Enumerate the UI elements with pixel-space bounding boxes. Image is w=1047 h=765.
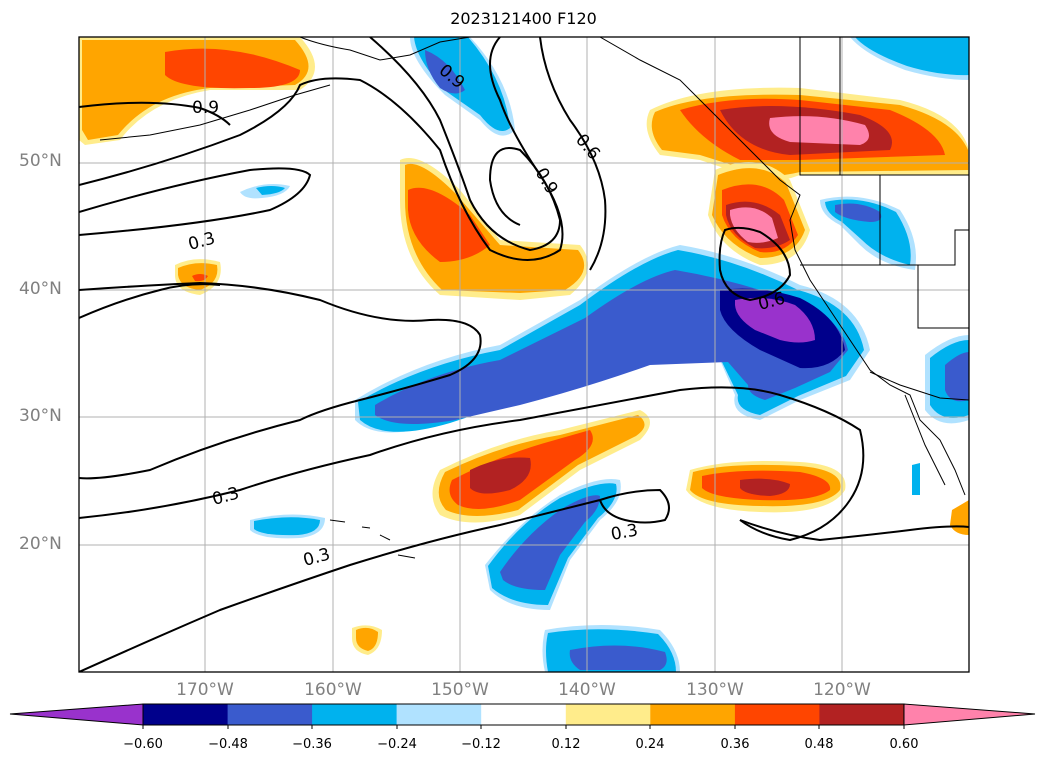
- lat-label: 20°N: [19, 534, 62, 554]
- lat-label: 30°N: [19, 406, 62, 426]
- colorbar-tick: −0.48: [208, 737, 248, 752]
- contour-label: 0.9: [192, 98, 219, 118]
- contour-lines: [79, 37, 969, 672]
- map-plot: 0.9 0.9 0.9 0.6 0.3 0.6 0.3 0.3 0.3: [78, 36, 970, 673]
- lon-label: 170°W: [176, 680, 234, 700]
- border-canada: [799, 37, 969, 176]
- colorbar-tick: 0.12: [551, 737, 581, 752]
- map-graticule: [79, 37, 969, 672]
- colorbar-tick: 0.36: [720, 737, 750, 752]
- lon-label: 140°W: [558, 680, 616, 700]
- negative-field-ne: [240, 37, 969, 495]
- lon-label: 160°W: [304, 680, 362, 700]
- lat-label: 40°N: [19, 279, 62, 299]
- positive-field-bering: [79, 37, 315, 145]
- colorbar-segment: [650, 704, 736, 725]
- colorbar-tick: −0.36: [292, 737, 332, 752]
- map-frame: [78, 36, 970, 673]
- colorbar-segment: [227, 704, 313, 725]
- positive-field-subtropics: [432, 410, 650, 523]
- colorbar-tick: 0.24: [635, 737, 665, 752]
- map-title: 2023121400 F120: [450, 9, 597, 28]
- colorbar-tick: 0.60: [889, 737, 919, 752]
- positive-field-gulf: [400, 158, 588, 300]
- lon-label: 120°W: [813, 680, 871, 700]
- colorbar-segment: [312, 704, 398, 725]
- colorbar-tick: −0.60: [123, 737, 163, 752]
- colorbar-segment: [819, 704, 905, 725]
- colorbar-segment: [481, 704, 567, 725]
- colorbar-extend-outline: [9, 703, 1036, 726]
- colorbar-segment: [734, 704, 820, 725]
- contour-label: 0.3: [609, 521, 639, 545]
- lon-label: 130°W: [686, 680, 744, 700]
- colorbar-segment: [143, 704, 228, 725]
- lat-label: 50°N: [19, 151, 62, 171]
- colorbar-ticklines: [142, 725, 905, 729]
- negative-field-alaska: [410, 37, 515, 136]
- colorbar-extend-right: [903, 704, 1035, 725]
- colorbar-segment: [565, 704, 651, 725]
- colorbar-segments: [10, 703, 1035, 726]
- positive-field-oregon: [708, 162, 810, 265]
- colorbar-tick: 0.48: [804, 737, 834, 752]
- colorbar-extend-left: [10, 704, 143, 725]
- colorbar-tick: −0.24: [377, 737, 417, 752]
- positive-field-east: [686, 461, 846, 513]
- positive-field-pnw: [646, 87, 969, 182]
- colorbar-tick: −0.12: [461, 737, 501, 752]
- lon-label: 150°W: [431, 680, 489, 700]
- colorbar-segment: [396, 704, 482, 725]
- colorbar-outline: [142, 703, 905, 726]
